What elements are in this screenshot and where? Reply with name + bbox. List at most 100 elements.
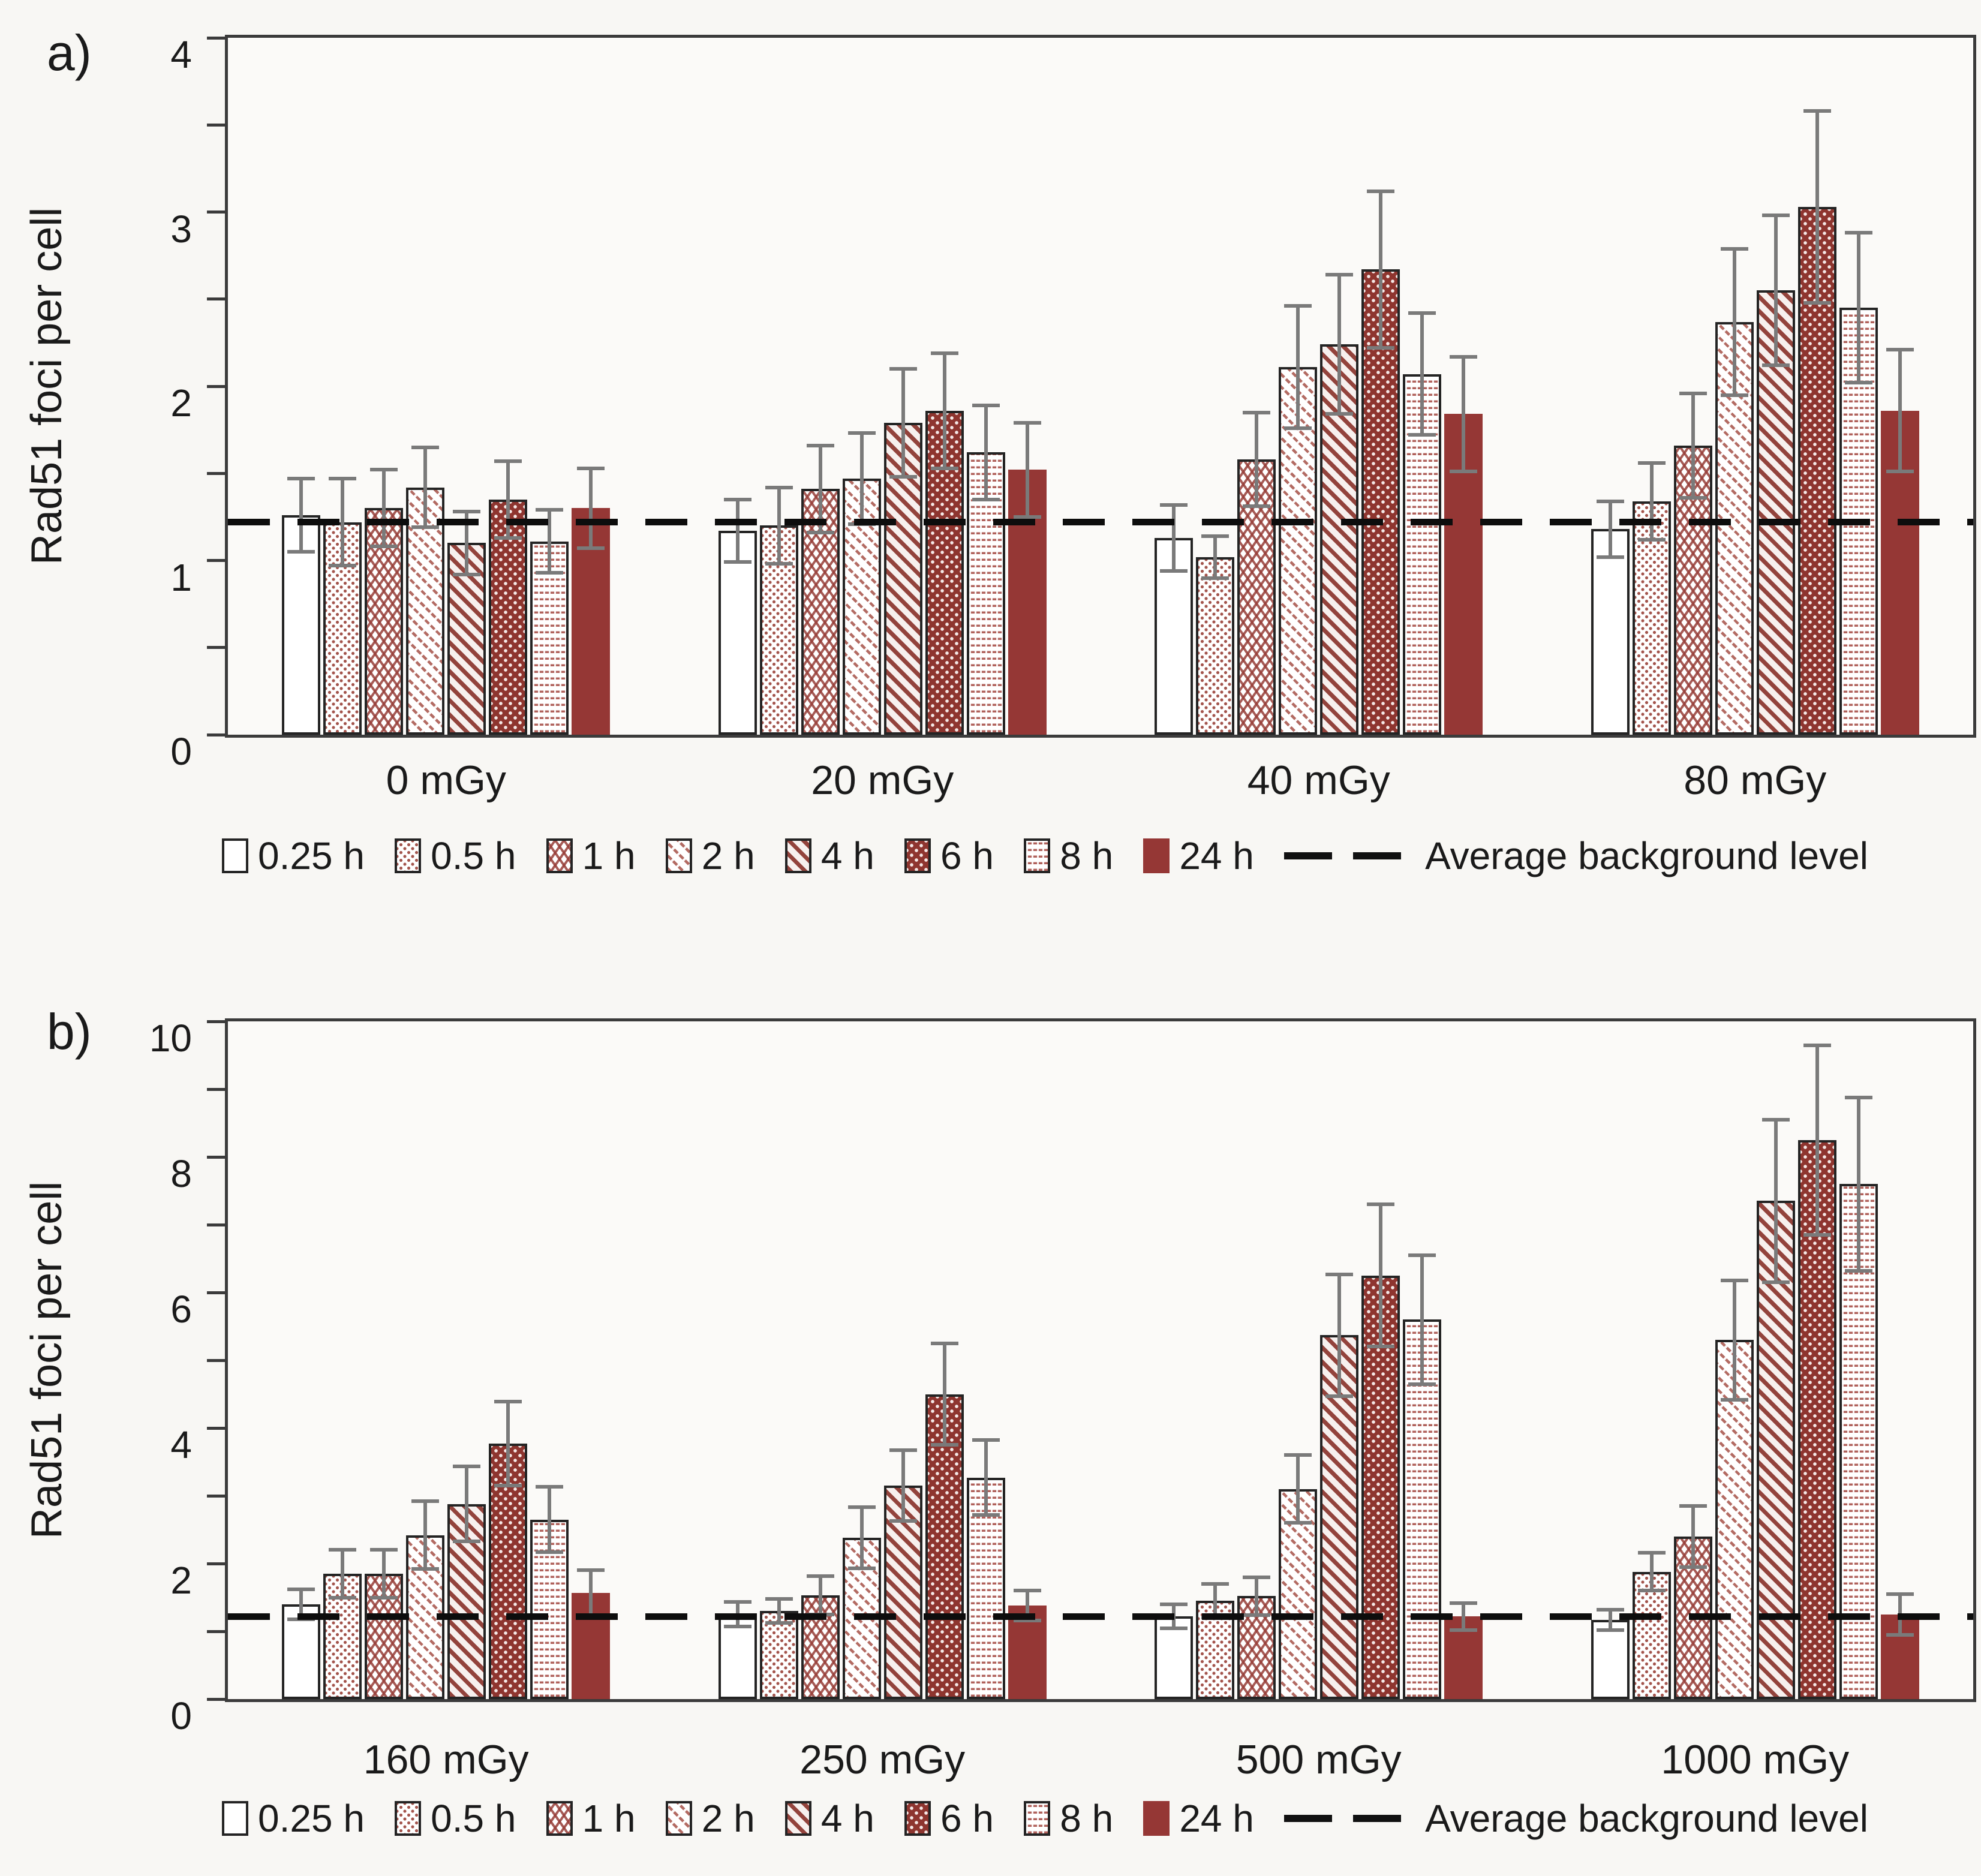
error-bar-cap-bottom bbox=[972, 497, 1000, 501]
error-bar-cap-bottom bbox=[930, 466, 958, 470]
error-bar-cap-top bbox=[1013, 421, 1041, 425]
error-bar-cap-top bbox=[329, 476, 357, 480]
error-bar-cap-bottom bbox=[765, 562, 793, 566]
error-bar-stem bbox=[299, 1589, 303, 1619]
error-bar-cap-top bbox=[1637, 1550, 1666, 1555]
error-bar-cap-bottom bbox=[972, 1513, 1000, 1517]
error-bar-cap-top bbox=[723, 1600, 751, 1604]
error-bar-cap-bottom bbox=[889, 1519, 917, 1523]
legend-item-0.5h: 0.5 h bbox=[395, 834, 516, 878]
error-bar-cap-bottom bbox=[329, 564, 357, 568]
error-bar-cap-bottom bbox=[1596, 555, 1624, 559]
error-bar-stem bbox=[1649, 462, 1654, 540]
error-bar-cap-bottom bbox=[930, 1443, 958, 1447]
y-axis-tick-label: 4 bbox=[170, 33, 192, 76]
error-bar-cap-top bbox=[765, 1597, 793, 1601]
legend-average-background-label: Average background level bbox=[1425, 1797, 1868, 1840]
error-bar-stem bbox=[1213, 1583, 1218, 1618]
legend-swatch-4h bbox=[784, 838, 811, 873]
y-axis-tick bbox=[207, 1291, 225, 1294]
error-bar-cap-top bbox=[577, 466, 605, 470]
error-bar-cap-top bbox=[972, 1438, 1000, 1442]
legend-item-2h: 2 h bbox=[665, 1796, 755, 1841]
error-bar-stem bbox=[942, 353, 946, 468]
error-bar-stem bbox=[465, 512, 469, 575]
legend-item-0.5h: 0.5 h bbox=[395, 1796, 516, 1841]
legend-swatch-4h bbox=[784, 1801, 811, 1836]
legend-item-8h: 8 h bbox=[1024, 834, 1113, 878]
error-bar-stem bbox=[859, 1507, 864, 1568]
error-bar-stem bbox=[1773, 1119, 1778, 1283]
error-bar-cap-top bbox=[370, 468, 398, 472]
error-bar-stem bbox=[1296, 1455, 1300, 1523]
average-background-line bbox=[228, 519, 1973, 526]
error-bar-cap-top bbox=[1844, 231, 1872, 235]
error-bar-stem bbox=[1691, 393, 1695, 498]
error-bar-cap-top bbox=[1803, 109, 1831, 113]
bar-40mGy-2h bbox=[1279, 367, 1318, 735]
error-bar-cap-top bbox=[1201, 534, 1230, 538]
error-bar-cap-top bbox=[1284, 304, 1312, 308]
error-bar-stem bbox=[1379, 191, 1383, 348]
error-bar-stem bbox=[859, 433, 864, 524]
y-axis-tick bbox=[207, 1223, 225, 1226]
error-bar-stem bbox=[1337, 1274, 1342, 1396]
error-bar-stem bbox=[1296, 306, 1300, 428]
y-axis-tick bbox=[207, 1494, 225, 1498]
legend-average-background: Average background level bbox=[1284, 1796, 1868, 1841]
error-bar-cap-top bbox=[1325, 273, 1354, 277]
error-bar-cap-bottom bbox=[1450, 1628, 1478, 1632]
bar-0mGy-8h bbox=[530, 541, 569, 735]
error-bar-cap-bottom bbox=[494, 1484, 522, 1488]
error-bar-stem bbox=[1608, 501, 1612, 557]
x-category-label: 250 mGy bbox=[799, 1737, 966, 1782]
error-bar-cap-top bbox=[1637, 461, 1666, 465]
panel-a-plot-area bbox=[225, 35, 1976, 738]
error-bar-stem bbox=[1213, 536, 1218, 578]
error-bar-cap-bottom bbox=[723, 560, 751, 564]
legend-item-0.25h: 0.25 h bbox=[222, 834, 365, 878]
x-category-label: 80 mGy bbox=[1684, 757, 1827, 803]
legend-swatch-2h bbox=[665, 838, 692, 873]
error-bar-stem bbox=[1732, 1280, 1736, 1400]
error-bar-cap-top bbox=[1201, 1582, 1230, 1586]
y-axis-tick bbox=[207, 36, 225, 40]
error-bar-cap-bottom bbox=[1450, 470, 1478, 474]
y-axis-tick bbox=[207, 1020, 225, 1023]
error-bar-cap-bottom bbox=[1284, 426, 1312, 430]
error-bar-cap-top bbox=[1886, 348, 1914, 351]
error-bar-cap-bottom bbox=[453, 1539, 481, 1543]
error-bar-stem bbox=[548, 1487, 552, 1552]
bar-1000mGy-0.5h bbox=[1632, 1571, 1671, 1699]
error-bar-stem bbox=[1420, 1255, 1424, 1384]
error-bar-stem bbox=[984, 1440, 988, 1515]
error-bar-cap-top bbox=[847, 1505, 876, 1510]
error-bar-stem bbox=[382, 470, 386, 547]
bar-1000mGy-2h bbox=[1715, 1340, 1754, 1699]
error-bar-stem bbox=[1379, 1204, 1383, 1347]
legend-swatch-0.25h bbox=[222, 1801, 248, 1836]
error-bar-cap-top bbox=[1844, 1095, 1872, 1099]
error-bar-cap-bottom bbox=[1720, 393, 1748, 397]
bar-80mGy-6h bbox=[1797, 206, 1836, 735]
error-bar-stem bbox=[465, 1466, 469, 1541]
error-bar-cap-top bbox=[930, 351, 958, 355]
error-bar-cap-bottom bbox=[1886, 1633, 1914, 1637]
error-bar-stem bbox=[1691, 1505, 1695, 1567]
error-bar-stem bbox=[506, 1401, 510, 1486]
error-bar-stem bbox=[1255, 412, 1259, 507]
error-bar-cap-bottom bbox=[847, 1566, 876, 1570]
dashed-line-sample bbox=[1284, 1815, 1402, 1822]
error-bar-cap-top bbox=[806, 443, 834, 447]
error-bar-cap-top bbox=[1679, 391, 1707, 395]
error-bar-stem bbox=[818, 445, 822, 533]
error-bar-stem bbox=[506, 461, 510, 538]
y-axis-tick bbox=[207, 646, 225, 650]
legend-average-background-label: Average background level bbox=[1425, 834, 1868, 877]
error-bar-cap-bottom bbox=[723, 1625, 751, 1629]
legend-item-8h: 8 h bbox=[1024, 1796, 1113, 1841]
error-bar-cap-bottom bbox=[1596, 1628, 1624, 1632]
error-bar-cap-top bbox=[287, 476, 315, 480]
error-bar-stem bbox=[1856, 233, 1860, 383]
legend-item-4h: 4 h bbox=[784, 834, 874, 878]
